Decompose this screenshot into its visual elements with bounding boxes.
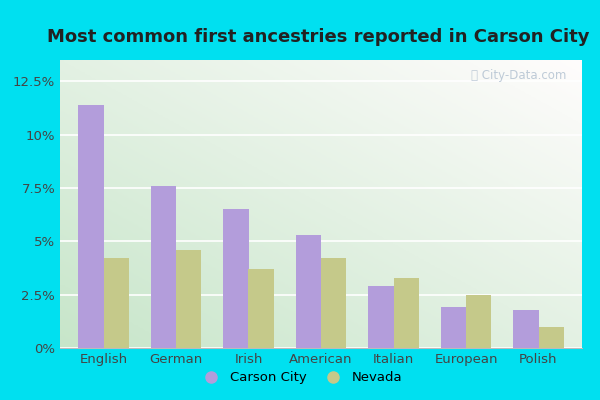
Bar (78, 105, 104, 348)
Bar (296, 235, 321, 348)
Bar (248, 269, 274, 348)
Bar (539, 327, 564, 348)
Text: Most common first ancestries reported in Carson City: Most common first ancestries reported in… (47, 28, 589, 46)
Bar (394, 278, 419, 348)
Bar (223, 209, 248, 348)
Bar (321, 258, 346, 348)
Bar (466, 295, 491, 348)
Bar (440, 308, 466, 348)
Bar (368, 286, 394, 348)
Bar (513, 310, 539, 348)
Legend: Carson City, Nevada: Carson City, Nevada (193, 366, 407, 390)
Bar (151, 186, 176, 348)
Text: ⓘ City-Data.com: ⓘ City-Data.com (471, 69, 566, 82)
Bar (176, 250, 202, 348)
Bar (104, 258, 129, 348)
